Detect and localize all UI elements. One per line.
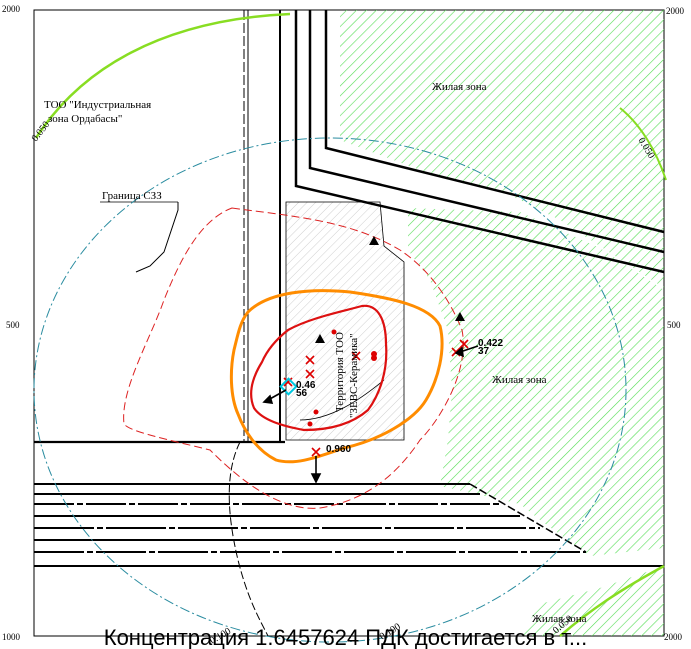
territory-label-line1: Территория ТОО xyxy=(334,332,346,412)
tick-right-mid: 500 xyxy=(667,320,681,330)
residential-zone-bottom xyxy=(520,566,664,636)
source-markers xyxy=(315,236,465,343)
residential-zone-label-bottom: Жилая зона xyxy=(532,613,587,625)
tick-bottom-right: 2000 xyxy=(664,632,683,642)
value-label-bottom: 0.960 xyxy=(326,444,351,455)
territory-label-line2: "ЗЕВС-Керамика" xyxy=(348,333,360,418)
enterprise-territory xyxy=(285,201,405,441)
szz-boundary-line xyxy=(135,202,179,273)
residential-zone-right xyxy=(408,208,664,556)
tick-top-left: 2000 xyxy=(2,4,21,14)
receptor-dots xyxy=(307,329,377,427)
isoline-red-solid xyxy=(250,304,388,432)
value-label-right: 0.422 xyxy=(478,338,503,349)
value-label-left-b: 56 xyxy=(296,388,308,399)
isoline-orange xyxy=(229,289,444,464)
direction-arrows xyxy=(262,345,479,484)
isoline-0-050-green-bottom xyxy=(559,564,665,637)
isoline-0-100-teal xyxy=(33,137,627,643)
residential-zone-label-top: Жилая зона xyxy=(432,81,487,93)
figure-caption: Концентрация 1.6457624 ПДК достигается в… xyxy=(103,626,588,649)
isoline-0-050-green-right xyxy=(619,107,667,181)
company-zone-label-line1: ТОО "Индустриальная xyxy=(44,99,151,111)
road-network xyxy=(34,10,665,637)
company-zone-label-line2: зона Ордабасы" xyxy=(48,113,122,125)
residential-zone-top xyxy=(340,10,664,288)
value-label-right-b: 37 xyxy=(478,346,490,357)
szz-boundary-label: Граница СЗЗ xyxy=(102,190,162,202)
tick-top-right: 2000 xyxy=(666,6,685,16)
tick-left-mid: 500 xyxy=(6,320,20,330)
isoline-0-050-green xyxy=(34,12,291,139)
value-label-left: 0.46 xyxy=(296,380,316,391)
isoline-red-dashed xyxy=(123,207,464,509)
residential-zone-label-right: Жилая зона xyxy=(492,374,547,386)
tick-bottom-left: 1000 xyxy=(2,632,21,642)
